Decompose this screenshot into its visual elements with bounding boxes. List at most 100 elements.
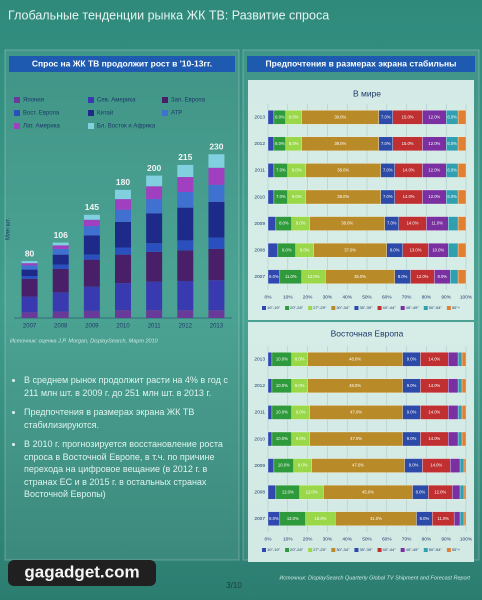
bullet: В 2010 г. прогнозируется восстановление …: [24, 438, 242, 501]
data-label: 14.0%: [403, 194, 415, 199]
legend-label: Япония: [23, 98, 44, 104]
x-tick-label: 70%: [402, 294, 412, 300]
data-label: 9.0%: [296, 436, 306, 441]
bar-segment: [146, 199, 163, 214]
bar-segment: [115, 199, 131, 210]
bar-segment: [146, 251, 163, 282]
left-heading: Спрос на ЖК ТВ продолжит рост в '10-13гг…: [32, 58, 212, 68]
legend-swatch: [285, 306, 290, 310]
bar-segment: [83, 219, 100, 227]
y-tick-label: 2011: [255, 168, 266, 174]
legend-swatch: [308, 306, 313, 310]
bar-segment: [83, 259, 100, 287]
bar-segment: [177, 177, 194, 192]
y-tick-label: 2007: [254, 516, 265, 522]
total-label: 80: [25, 248, 35, 258]
data-label: 10.0%: [276, 410, 288, 415]
data-label: 7.0%: [383, 168, 393, 173]
x-tick-label: 10%: [283, 294, 293, 300]
data-label: 9.0%: [292, 168, 302, 173]
y-tick-label: 2010: [254, 194, 265, 200]
data-label: 39.0%: [334, 141, 346, 146]
data-label: 41.0%: [370, 516, 382, 521]
data-label: 6.0%: [447, 168, 457, 173]
data-label: 6.0%: [447, 141, 457, 146]
bar-segment: [208, 237, 225, 249]
legend-swatch: [262, 306, 266, 310]
data-label: 47.0%: [352, 463, 364, 468]
legend-label: 27"-29": [313, 305, 327, 310]
x-tick-label: 2010: [116, 324, 130, 330]
bar-segment: [457, 352, 463, 367]
bar-segment: [115, 254, 131, 284]
legend-swatch: [14, 110, 20, 116]
data-label: 7.0%: [387, 221, 397, 226]
bar-segment: [461, 431, 467, 447]
bar-segment: [267, 484, 277, 500]
data-label: 47.0%: [350, 410, 362, 415]
x-tick-label: 2007: [23, 324, 37, 330]
x-tick-label: 0%: [265, 294, 273, 300]
x-tick-label: 50%: [362, 294, 372, 300]
bar-segment: [208, 201, 225, 238]
data-label: 9.0%: [300, 247, 310, 252]
bar-segment: [208, 154, 225, 168]
bar-segment: [267, 242, 279, 258]
legend-label: 55"+: [452, 547, 461, 552]
data-label: 10.0%: [276, 383, 288, 388]
bar-segment: [448, 352, 459, 367]
bar-segment: [450, 269, 459, 284]
bar-segment: [208, 310, 225, 318]
right-source: Источник: DisplaySearch Quarterly Global…: [279, 575, 470, 581]
data-label: 8.0%: [289, 141, 299, 146]
bar-segment: [457, 431, 463, 447]
x-tick-label: 50%: [362, 536, 372, 542]
bar-segment: [177, 310, 194, 318]
data-label: 9.0%: [409, 463, 419, 468]
data-label: 9.0%: [292, 194, 302, 199]
bar-segment: [459, 511, 465, 526]
data-label: 8.0%: [420, 516, 430, 521]
data-label: 10.0%: [276, 356, 288, 361]
data-label: 15.0%: [402, 114, 414, 119]
data-label: 15.0%: [402, 141, 414, 146]
data-label: 7.0%: [276, 194, 286, 199]
legend-swatch: [14, 97, 20, 103]
total-label: 215: [178, 152, 192, 162]
data-label: 10.0%: [432, 247, 444, 252]
data-label: 38.0%: [337, 168, 349, 173]
data-label: 14.0%: [430, 463, 442, 468]
data-label: 6.0%: [269, 516, 279, 521]
y-tick-label: 2008: [254, 247, 265, 253]
x-tick-label: 0%: [265, 536, 273, 542]
legend-swatch: [262, 548, 266, 552]
legend-label: Зап. Европа: [171, 98, 206, 104]
bar-segment: [52, 311, 69, 318]
x-tick-label: 2008: [54, 324, 68, 330]
data-label: 9.0%: [407, 410, 417, 415]
data-label: 12.0%: [282, 489, 294, 494]
y-tick-label: 2010: [254, 436, 265, 442]
slide-title: Глобальные тенденции рынка ЖК ТВ: Развит…: [8, 8, 329, 22]
bar-segment: [450, 458, 461, 473]
data-label: 8.0%: [289, 114, 299, 119]
data-label: 9.0%: [407, 436, 417, 441]
bar-segment: [21, 263, 38, 266]
y-tick-label: 2008: [254, 489, 265, 495]
legend-swatch: [400, 306, 405, 310]
legend-swatch: [285, 548, 290, 552]
data-label: 6.0%: [275, 114, 285, 119]
legend-label: 20"-26": [290, 547, 304, 552]
total-label: 200: [147, 163, 161, 173]
bar-segment: [267, 378, 273, 394]
legend-label: 30"-34": [336, 547, 350, 552]
bar-segment: [267, 189, 275, 205]
bar-segment: [21, 296, 38, 313]
data-label: 14.0%: [428, 383, 440, 388]
data-label: 48.0%: [349, 383, 361, 388]
bar-segment: [267, 405, 273, 420]
data-label: 45.0%: [362, 489, 374, 494]
bar-segment: [267, 110, 275, 125]
data-label: 6.0%: [447, 114, 457, 119]
bar-segment: [177, 250, 194, 281]
